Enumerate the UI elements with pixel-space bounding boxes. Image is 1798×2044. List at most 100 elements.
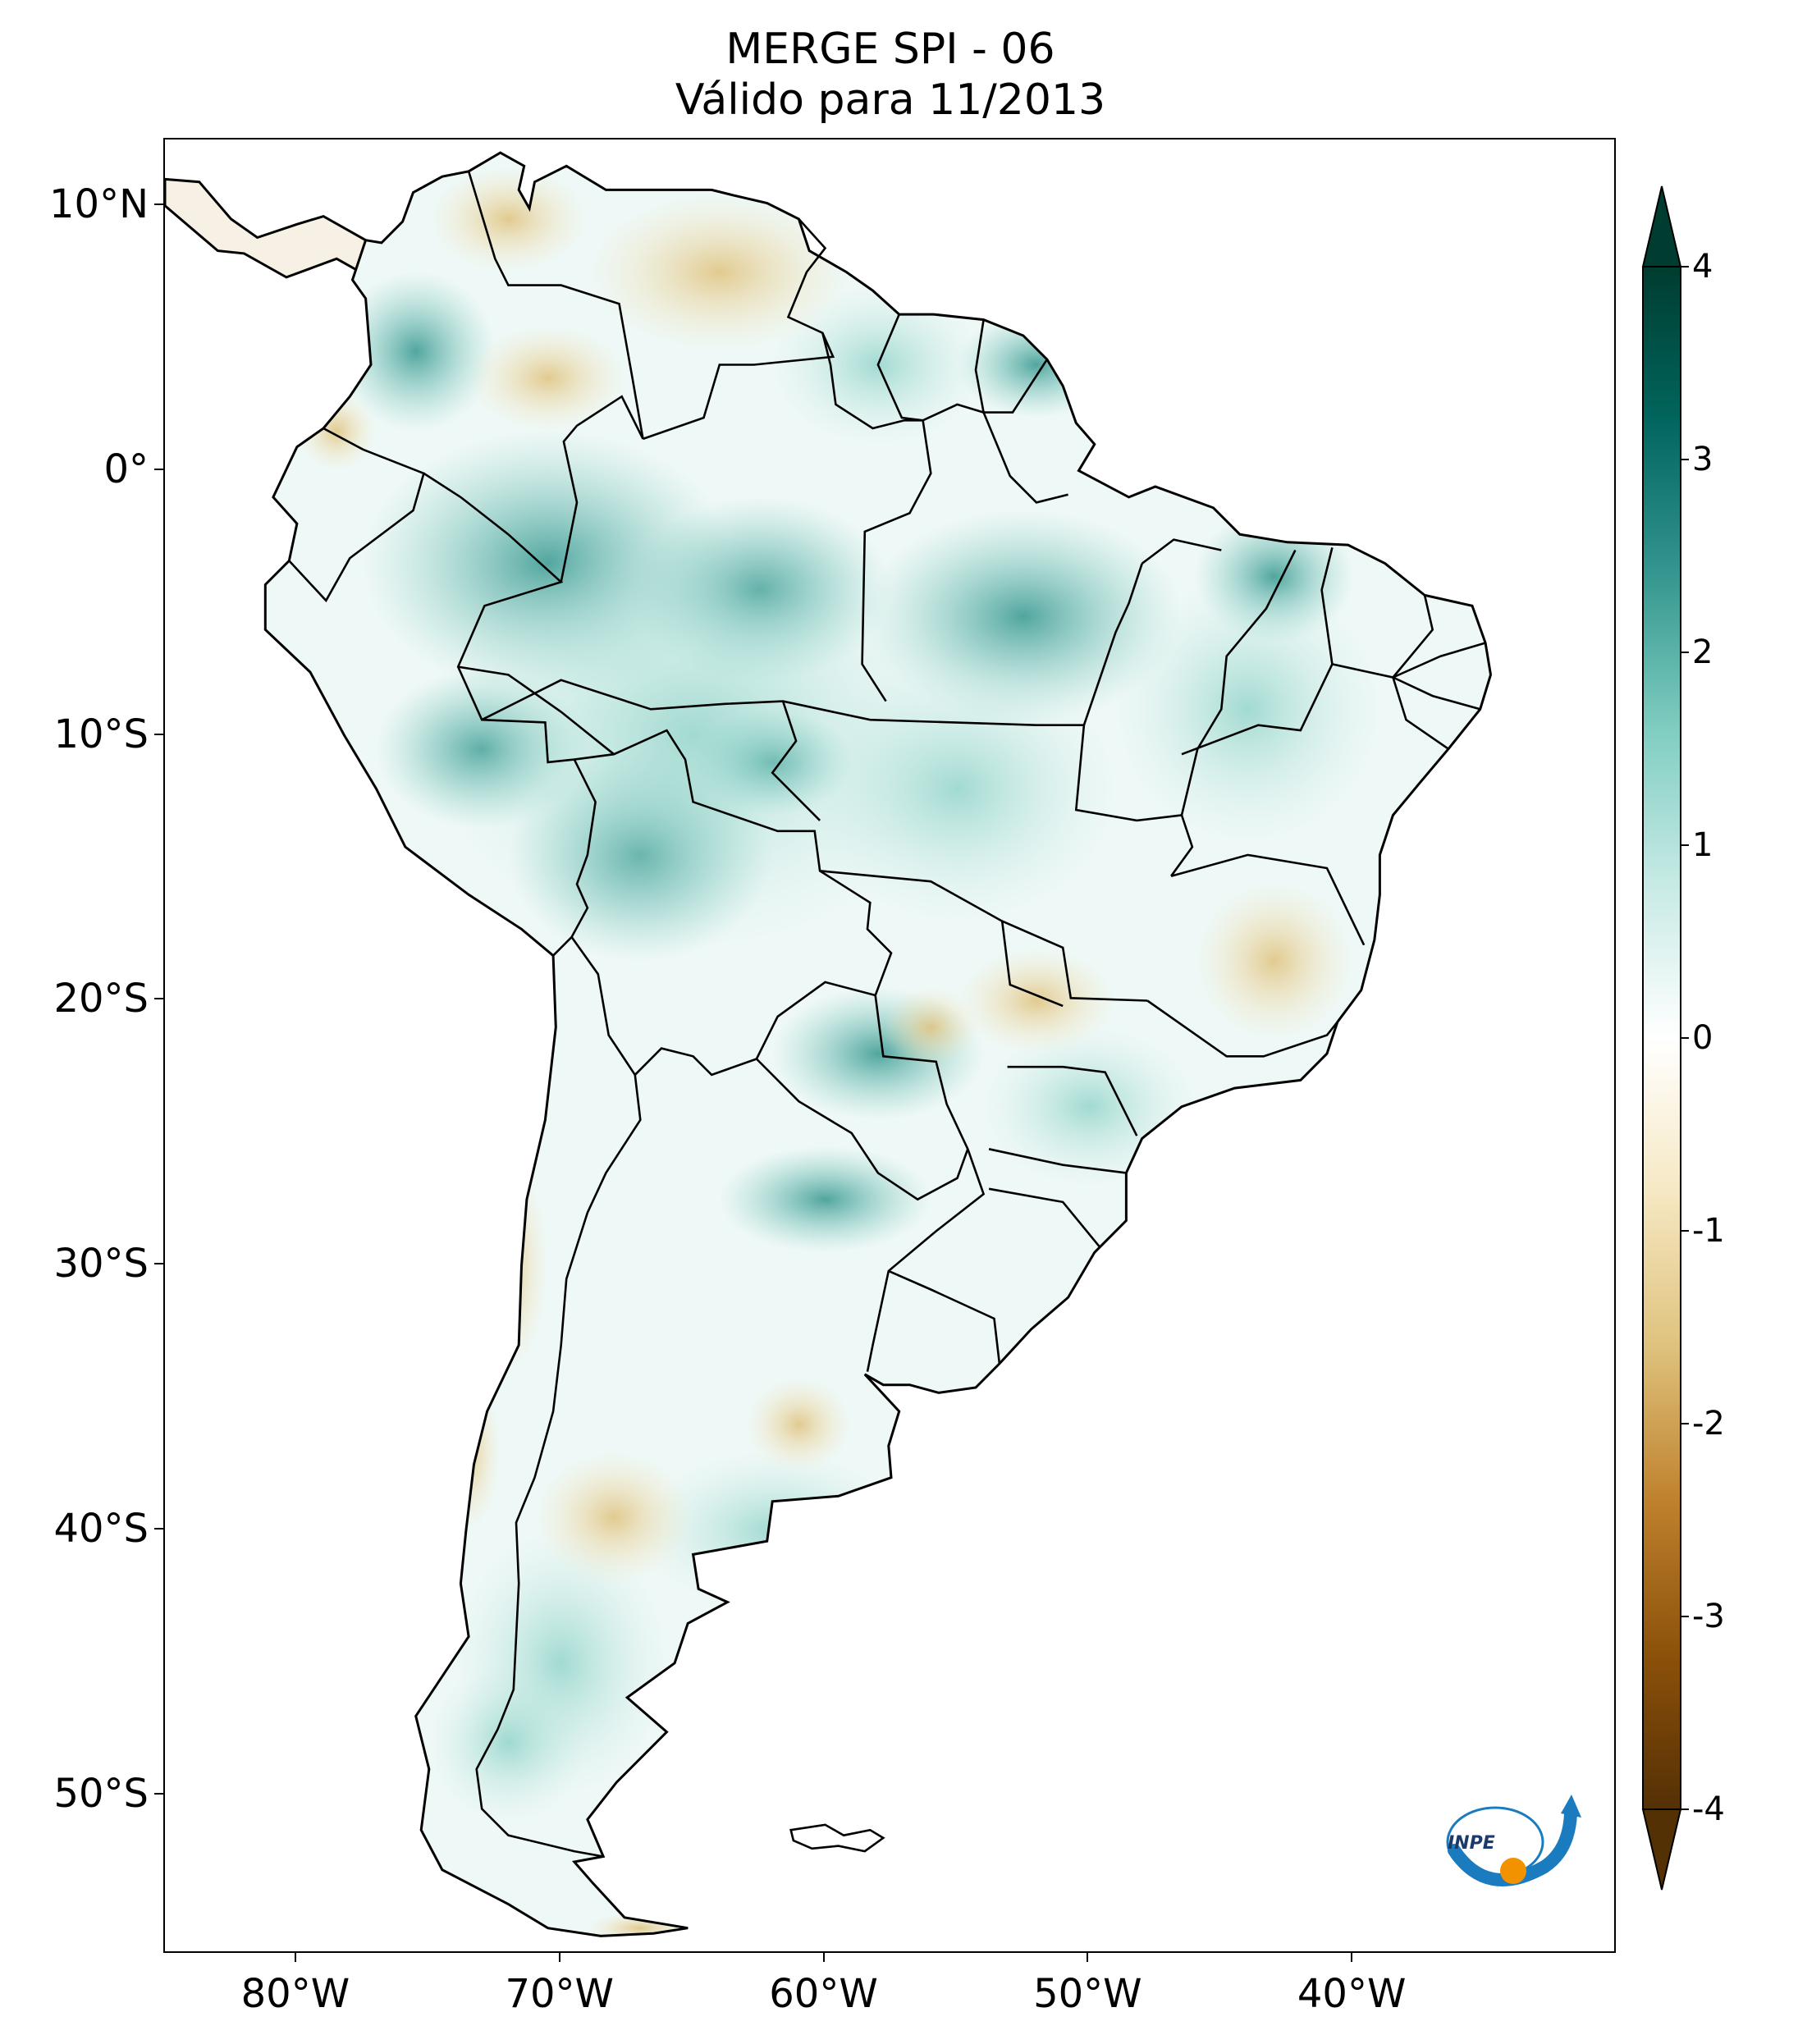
lat-tick-label: 10°N bbox=[49, 181, 149, 227]
central-america-coast bbox=[165, 177, 368, 279]
logo-text: INPE bbox=[1448, 1833, 1495, 1854]
colorbar-tick bbox=[1681, 1616, 1689, 1617]
lon-tick bbox=[294, 1953, 296, 1962]
border-line bbox=[988, 1148, 1127, 1174]
dry-anomaly bbox=[428, 166, 588, 272]
lon-tick-label: 60°W bbox=[769, 1971, 878, 2017]
border-line bbox=[1180, 549, 1297, 816]
border-line bbox=[1320, 546, 1334, 665]
dry-anomaly bbox=[587, 192, 852, 352]
border-line bbox=[560, 395, 644, 583]
wet-anomaly bbox=[798, 656, 1116, 921]
dry-anomaly bbox=[469, 325, 628, 432]
colorbar-tick bbox=[1681, 844, 1689, 846]
border-line bbox=[888, 1269, 1001, 1365]
colorbar-tick-label: -2 bbox=[1692, 1405, 1725, 1443]
border-line bbox=[819, 870, 1148, 1002]
wet-anomaly bbox=[428, 1662, 588, 1822]
border-line bbox=[1170, 853, 1366, 946]
lat-tick bbox=[154, 998, 163, 1000]
lat-tick-label: 50°S bbox=[53, 1771, 149, 1818]
lon-tick-label: 70°W bbox=[505, 1971, 614, 2017]
dry-anomaly bbox=[883, 987, 979, 1068]
lon-tick-label: 80°W bbox=[240, 1971, 350, 2017]
border-line bbox=[1332, 595, 1434, 679]
colorbar-tick bbox=[1681, 1423, 1689, 1424]
lon-tick bbox=[1351, 1953, 1353, 1962]
border-line bbox=[821, 332, 923, 430]
map-panel bbox=[163, 138, 1616, 1953]
wet-anomaly bbox=[719, 1146, 931, 1253]
border-line bbox=[1007, 1065, 1138, 1136]
colorbar-tick-label: -1 bbox=[1692, 1212, 1725, 1250]
wet-anomaly bbox=[336, 272, 496, 432]
dry-anomaly bbox=[587, 1912, 693, 1937]
lon-tick bbox=[558, 1953, 560, 1962]
map-title: MERGE SPI - 06 bbox=[725, 25, 1055, 74]
lat-tick-label: 10°S bbox=[53, 711, 149, 757]
colorbar-extend-min bbox=[1641, 1809, 1682, 1891]
colorbar-tick bbox=[1681, 459, 1689, 460]
colorbar-tick-label: 1 bbox=[1692, 826, 1713, 864]
lon-tick-label: 50°W bbox=[1033, 1971, 1142, 2017]
lat-tick-label: 20°S bbox=[53, 976, 149, 1022]
border-line bbox=[1392, 642, 1486, 679]
wet-anomaly bbox=[1432, 802, 1491, 935]
spi-field bbox=[296, 166, 1491, 1937]
border-line bbox=[1000, 921, 1064, 1008]
colorbar-tick-label: 3 bbox=[1692, 441, 1713, 478]
lat-tick-label: 0° bbox=[103, 446, 149, 492]
colorbar-tick-label: -4 bbox=[1692, 1790, 1725, 1828]
dry-anomaly bbox=[469, 1159, 548, 1372]
dry-anomaly bbox=[296, 391, 377, 471]
border-line bbox=[1146, 999, 1338, 1058]
border-line bbox=[481, 679, 1084, 726]
border-line bbox=[1392, 677, 1449, 750]
border-line bbox=[643, 218, 835, 441]
border-line bbox=[866, 995, 986, 1372]
colorbar-tick-label: 4 bbox=[1692, 248, 1713, 286]
colorbar-tick bbox=[1681, 1809, 1689, 1810]
border-line bbox=[876, 313, 984, 422]
inpe-logo: INPE bbox=[1446, 1795, 1581, 1886]
colorbar-tick bbox=[1681, 652, 1689, 653]
colorbar bbox=[1641, 185, 1682, 1891]
dry-anomaly bbox=[1195, 881, 1354, 1040]
dry-anomaly bbox=[957, 947, 1116, 1054]
dry-anomaly bbox=[746, 1377, 852, 1473]
lat-tick bbox=[154, 1263, 163, 1265]
colorbar-tick bbox=[1681, 266, 1689, 268]
map-canvas bbox=[165, 151, 1493, 1937]
lat-tick-label: 30°S bbox=[53, 1241, 149, 1287]
border-line bbox=[467, 171, 644, 440]
border-line bbox=[475, 936, 642, 1858]
lon-tick bbox=[1087, 1953, 1089, 1962]
falkland-islands bbox=[789, 1823, 885, 1853]
border-line bbox=[1181, 663, 1334, 756]
lat-tick bbox=[154, 203, 163, 205]
lat-tick bbox=[154, 468, 163, 470]
border-line bbox=[861, 420, 932, 702]
colorbar-tick bbox=[1681, 1230, 1689, 1232]
border-line bbox=[1141, 538, 1222, 565]
lat-tick bbox=[154, 733, 163, 735]
wet-anomaly bbox=[1115, 576, 1380, 842]
colorbar-tick-label: -3 bbox=[1692, 1598, 1725, 1635]
border-line bbox=[988, 1187, 1101, 1248]
border-line bbox=[1392, 676, 1481, 711]
colorbar-tick-label: 0 bbox=[1692, 1019, 1713, 1057]
lat-tick-label: 40°S bbox=[53, 1506, 149, 1552]
border-line bbox=[771, 701, 821, 821]
colorbar-tick-label: 2 bbox=[1692, 633, 1713, 671]
border-line bbox=[755, 1058, 969, 1201]
lat-tick bbox=[154, 1793, 163, 1795]
dry-anomaly bbox=[534, 1451, 693, 1584]
border-line bbox=[1082, 563, 1143, 726]
border-line bbox=[423, 472, 574, 764]
border-line bbox=[288, 427, 425, 603]
colorbar-scale bbox=[1642, 266, 1681, 1810]
coastline bbox=[263, 151, 1493, 1937]
border-line bbox=[982, 412, 1068, 504]
border-line bbox=[1074, 725, 1194, 877]
border-line bbox=[634, 1047, 757, 1077]
